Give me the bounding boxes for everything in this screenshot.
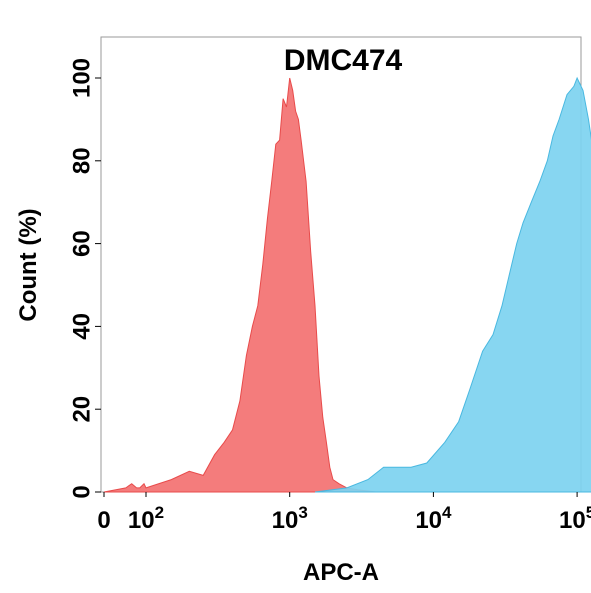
y-tick-label: 40 — [68, 313, 95, 340]
y-tick-label: 100 — [68, 58, 95, 98]
x-tick-label: 0 — [97, 507, 110, 534]
x-tick-label: 102 — [128, 503, 164, 534]
y-tick-label: 80 — [68, 147, 95, 174]
series-area-1 — [103, 77, 377, 493]
y-axis-ticks: 0 20 40 60 80 100 — [68, 58, 101, 499]
y-axis-label: Count (%) — [15, 208, 42, 321]
x-axis-label: APC-A — [303, 559, 379, 586]
series-layer — [103, 76, 591, 493]
chart-title: DMC474 — [284, 44, 403, 77]
x-tick-label: 105 — [559, 503, 591, 534]
series-area-2 — [314, 76, 591, 493]
x-tick-label: 103 — [272, 503, 308, 534]
y-tick-label: 20 — [68, 396, 95, 423]
x-tick-label: 104 — [415, 503, 452, 534]
y-tick-label: 0 — [68, 485, 95, 498]
y-tick-label: 60 — [68, 230, 95, 257]
x-axis-ticks: 0102103104105106107108 — [97, 492, 591, 534]
